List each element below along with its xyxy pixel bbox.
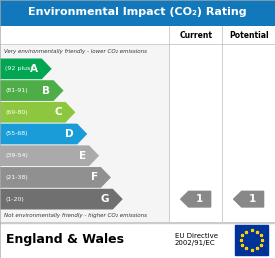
Text: (55-68): (55-68): [5, 132, 28, 136]
Polygon shape: [0, 168, 110, 187]
Text: Not environmentally friendly - higher CO₂ emissions: Not environmentally friendly - higher CO…: [4, 214, 147, 219]
Text: England & Wales: England & Wales: [6, 233, 124, 246]
Text: Very environmentally friendly - lower CO₂ emissions: Very environmentally friendly - lower CO…: [4, 49, 147, 53]
Text: Environmental Impact (CO₂) Rating: Environmental Impact (CO₂) Rating: [28, 7, 247, 18]
Polygon shape: [233, 191, 264, 207]
Text: B: B: [42, 86, 50, 95]
Polygon shape: [181, 191, 211, 207]
Polygon shape: [0, 103, 75, 122]
Text: G: G: [101, 194, 109, 204]
Text: EU Directive
2002/91/EC: EU Directive 2002/91/EC: [175, 233, 218, 246]
Polygon shape: [0, 124, 86, 144]
Text: Potential: Potential: [229, 30, 268, 39]
Text: (92 plus): (92 plus): [5, 66, 33, 71]
Bar: [235, 225, 268, 255]
Text: (39-54): (39-54): [5, 153, 28, 158]
Text: D: D: [65, 129, 74, 139]
Text: 1: 1: [196, 194, 203, 204]
Text: (81-91): (81-91): [5, 88, 28, 93]
Bar: [0, 26, 275, 44]
Polygon shape: [0, 189, 122, 209]
Polygon shape: [0, 81, 63, 100]
Text: (21-38): (21-38): [5, 175, 28, 180]
Text: A: A: [31, 64, 39, 74]
Text: F: F: [90, 172, 98, 182]
Text: 1: 1: [249, 194, 256, 204]
Text: (69-80): (69-80): [5, 110, 28, 115]
Text: Current: Current: [179, 30, 212, 39]
Bar: [169, 26, 275, 222]
Text: E: E: [79, 151, 86, 161]
Text: C: C: [54, 107, 62, 117]
Text: (1-20): (1-20): [5, 197, 24, 202]
Polygon shape: [0, 146, 98, 165]
Polygon shape: [0, 59, 51, 78]
